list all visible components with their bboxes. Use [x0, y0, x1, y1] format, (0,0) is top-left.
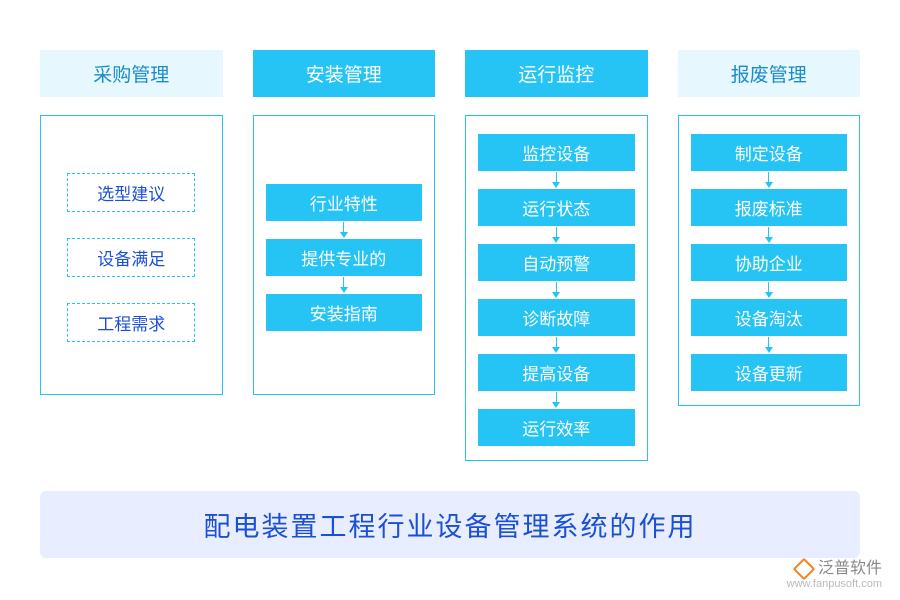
column-content-box: 选型建议设备满足工程需求	[40, 115, 223, 395]
flow-node: 运行效率	[478, 409, 635, 446]
watermark-name: 泛普软件	[818, 560, 882, 578]
flow-node: 诊断故障	[478, 299, 635, 336]
title-bar: 配电装置工程行业设备管理系统的作用	[40, 491, 860, 558]
flow-node: 提供专业的	[266, 239, 423, 276]
flow-node: 自动预警	[478, 244, 635, 281]
arrow-down-icon	[552, 226, 560, 244]
column-3: 报废管理制定设备报废标准协助企业设备淘汰设备更新	[678, 50, 861, 461]
dashed-node: 工程需求	[67, 303, 195, 342]
columns-container: 采购管理选型建议设备满足工程需求安装管理行业特性提供专业的安装指南运行监控监控设…	[40, 50, 860, 461]
flow-node: 协助企业	[691, 244, 848, 281]
column-header: 报废管理	[678, 50, 861, 97]
flow-node: 报废标准	[691, 189, 848, 226]
column-content-box: 行业特性提供专业的安装指南	[253, 115, 436, 395]
arrow-down-icon	[552, 391, 560, 409]
column-0: 采购管理选型建议设备满足工程需求	[40, 50, 223, 461]
arrow-down-icon	[765, 336, 773, 354]
flow-node: 制定设备	[691, 134, 848, 171]
flow-node: 安装指南	[266, 294, 423, 331]
arrow-down-icon	[552, 171, 560, 189]
arrow-down-icon	[765, 171, 773, 189]
watermark: 泛普软件 www.fanpusoft.com	[787, 560, 882, 590]
column-header: 运行监控	[465, 50, 648, 97]
flow-node: 提高设备	[478, 354, 635, 391]
arrow-down-icon	[765, 226, 773, 244]
title-text: 配电装置工程行业设备管理系统的作用	[204, 512, 697, 542]
arrow-down-icon	[552, 281, 560, 299]
arrow-down-icon	[340, 276, 348, 294]
dashed-node: 设备满足	[67, 238, 195, 277]
flow-node: 设备淘汰	[691, 299, 848, 336]
watermark-brand: 泛普软件	[787, 560, 882, 578]
column-content-box: 监控设备运行状态自动预警诊断故障提高设备运行效率	[465, 115, 648, 461]
watermark-url: www.fanpusoft.com	[787, 578, 882, 590]
column-2: 运行监控监控设备运行状态自动预警诊断故障提高设备运行效率	[465, 50, 648, 461]
arrow-down-icon	[552, 336, 560, 354]
flow-node: 运行状态	[478, 189, 635, 226]
flow-node: 行业特性	[266, 184, 423, 221]
flow-node: 监控设备	[478, 134, 635, 171]
arrow-down-icon	[340, 221, 348, 239]
column-header: 采购管理	[40, 50, 223, 97]
flow-node: 设备更新	[691, 354, 848, 391]
dashed-node: 选型建议	[67, 173, 195, 212]
column-1: 安装管理行业特性提供专业的安装指南	[253, 50, 436, 461]
column-content-box: 制定设备报废标准协助企业设备淘汰设备更新	[678, 115, 861, 406]
arrow-down-icon	[765, 281, 773, 299]
column-header: 安装管理	[253, 50, 436, 97]
